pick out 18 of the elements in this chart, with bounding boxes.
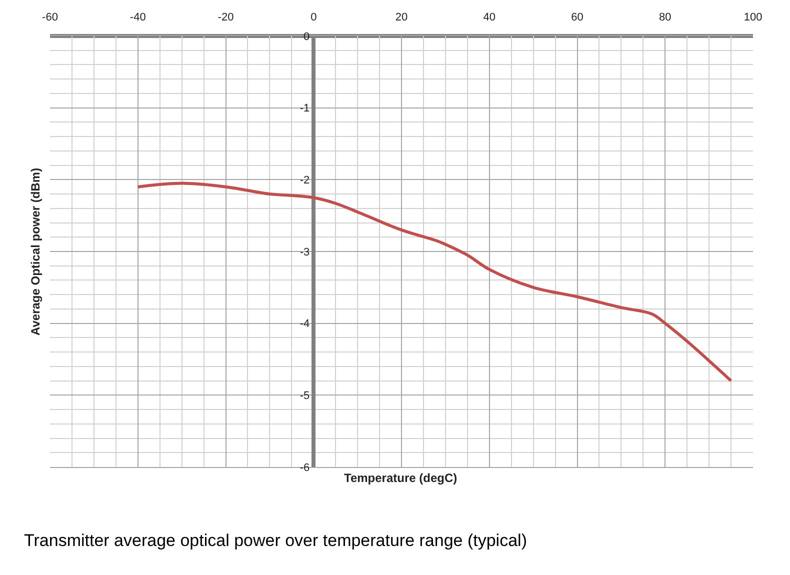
y-tick-label: -2 xyxy=(300,174,310,187)
x-tick-label: 100 xyxy=(744,12,762,24)
line-series xyxy=(136,182,733,382)
y-tick-label: -6 xyxy=(300,462,310,474)
y-tick-label: -5 xyxy=(300,390,310,402)
y-tick-label: -4 xyxy=(300,318,310,330)
x-tick-label: 40 xyxy=(483,12,496,24)
y-axis-title: Average Optical power (dBm) xyxy=(28,168,42,336)
y-tick-label: -3 xyxy=(300,246,310,258)
x-tick-label: -20 xyxy=(218,12,234,24)
x-tick-label: 20 xyxy=(395,12,408,24)
text: Transmitter average optical power over temperature range (typical) xyxy=(24,531,527,550)
x-axis-title: Temperature (degC) xyxy=(344,471,458,485)
y-tick-label: -1 xyxy=(300,102,310,115)
x-tick-label: -40 xyxy=(130,12,146,24)
x-tick-label: 60 xyxy=(571,12,584,24)
x-tick-label: 80 xyxy=(659,12,672,24)
x-tick-label: -60 xyxy=(42,12,58,24)
